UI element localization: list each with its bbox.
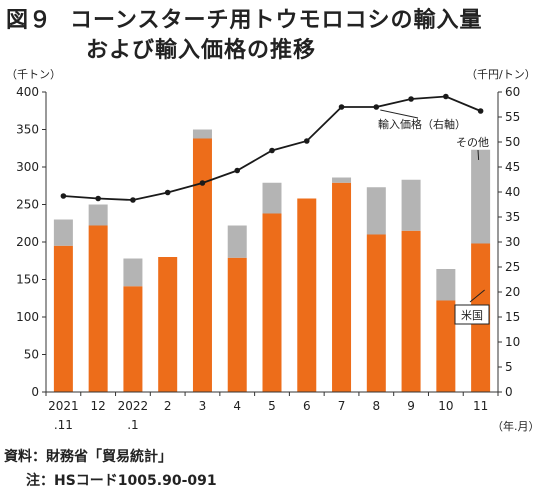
other-annotation: その他: [456, 136, 489, 149]
y-tick-label-right: 35: [505, 210, 520, 224]
y-tick-label-right: 55: [505, 110, 520, 124]
y-tick-label-right: 40: [505, 185, 520, 199]
label-layer: 0501001502002503003504000510152025303540…: [6, 68, 538, 433]
figure-number: 図９: [6, 8, 53, 33]
x-tick-label: 3: [199, 399, 207, 413]
y-tick-label-left: 400: [16, 85, 39, 99]
x-tick-label: 6: [303, 399, 311, 413]
price-point: [338, 104, 345, 110]
y-tick-label-right: 30: [505, 235, 520, 249]
x-tick-label: 2: [164, 399, 172, 413]
price-point: [477, 108, 484, 114]
bar-layer: [53, 129, 491, 392]
y-tick-label-left: 200: [16, 235, 39, 249]
price-annotation: 輸入価格（右軸）: [378, 117, 466, 131]
other-annotation-leader: [477, 149, 480, 161]
x-tick-label: 7: [338, 399, 346, 413]
y-tick-label-left: 350: [16, 123, 39, 137]
price-point: [373, 104, 380, 110]
x-tick-label: 5: [268, 399, 276, 413]
bar-us: [366, 234, 386, 392]
chart-title-line1: 図９ コーンスターチ用トウモロコシの輸入量: [6, 2, 482, 34]
bar-us: [262, 213, 282, 392]
y-tick-label-left: 250: [16, 198, 39, 212]
bar-us: [297, 198, 317, 392]
x-tick-label: .11: [54, 418, 73, 432]
price-point: [443, 93, 449, 100]
price-annotation-leader: [380, 109, 419, 119]
y-axis-right-label: （千円/トン）: [466, 68, 536, 81]
title-text-line1: コーンスターチ用トウモロコシの輸入量: [70, 8, 483, 33]
price-line-layer: [60, 93, 484, 203]
bar-other: [227, 225, 247, 258]
y-tick-label-left: 0: [31, 385, 39, 399]
x-tick-label: 8: [372, 399, 380, 413]
price-point: [303, 138, 310, 144]
x-axis-label: （年.月）: [492, 419, 538, 433]
bar-us: [53, 245, 73, 392]
bar-us: [401, 230, 421, 392]
y-tick-label-right: 5: [505, 360, 513, 374]
x-tick-label: 10: [438, 399, 453, 413]
y-tick-label-right: 50: [505, 135, 520, 149]
y-tick-label-right: 45: [505, 160, 520, 174]
bar-us: [158, 257, 178, 392]
price-point: [234, 167, 241, 174]
bar-other: [123, 258, 143, 287]
x-tick-label: 12: [91, 399, 106, 413]
bar-us: [88, 225, 108, 392]
hs-code-note: 注：HSコード1005.90-091: [26, 473, 217, 489]
us-annotation-leader: [469, 289, 485, 303]
bar-us: [227, 257, 247, 392]
bar-other: [262, 182, 282, 214]
us-annotation: 米国: [461, 309, 483, 322]
bar-other: [436, 269, 456, 301]
y-tick-label-left: 100: [16, 310, 39, 324]
price-point: [269, 147, 275, 154]
bar-us: [436, 300, 456, 392]
x-tick-label: .1: [127, 418, 138, 432]
price-point: [164, 189, 171, 196]
x-tick-label: 9: [407, 399, 415, 413]
chart-title-line2: および輸入価格の推移: [86, 38, 317, 63]
y-tick-label-right: 25: [505, 260, 520, 274]
y-axis-left-label: （千トン）: [6, 68, 61, 81]
price-point: [130, 197, 136, 203]
y-tick-label-right: 15: [505, 310, 520, 324]
bar-us: [192, 138, 212, 392]
bar-other: [53, 219, 73, 246]
x-tick-label: 11: [473, 399, 488, 413]
price-point: [199, 180, 206, 186]
y-tick-label-left: 50: [24, 348, 39, 362]
price-point: [95, 195, 101, 202]
bar-other: [332, 177, 352, 183]
bar-us: [332, 182, 352, 392]
bar-other: [471, 149, 491, 244]
x-tick-label: 4: [233, 399, 241, 413]
y-tick-label-right: 20: [505, 285, 520, 299]
y-tick-label-left: 300: [16, 160, 39, 174]
axes-layer: [42, 91, 502, 396]
bar-other: [401, 179, 421, 231]
x-tick-label: 2021: [48, 399, 79, 413]
y-tick-label-left: 150: [16, 273, 39, 287]
price-point: [60, 193, 67, 199]
price-point: [408, 96, 414, 102]
source-note: 資料：財務省「貿易統計」: [4, 449, 172, 465]
y-tick-label-right: 60: [505, 85, 520, 99]
bar-us: [123, 286, 143, 392]
us-annotation-box: [454, 304, 490, 325]
x-tick-label: 2022: [118, 399, 149, 413]
y-tick-label-right: 10: [505, 335, 520, 349]
y-tick-label-right: 0: [505, 385, 513, 399]
bar-other: [88, 204, 108, 226]
bar-other: [366, 187, 386, 235]
bar-other: [192, 129, 212, 139]
